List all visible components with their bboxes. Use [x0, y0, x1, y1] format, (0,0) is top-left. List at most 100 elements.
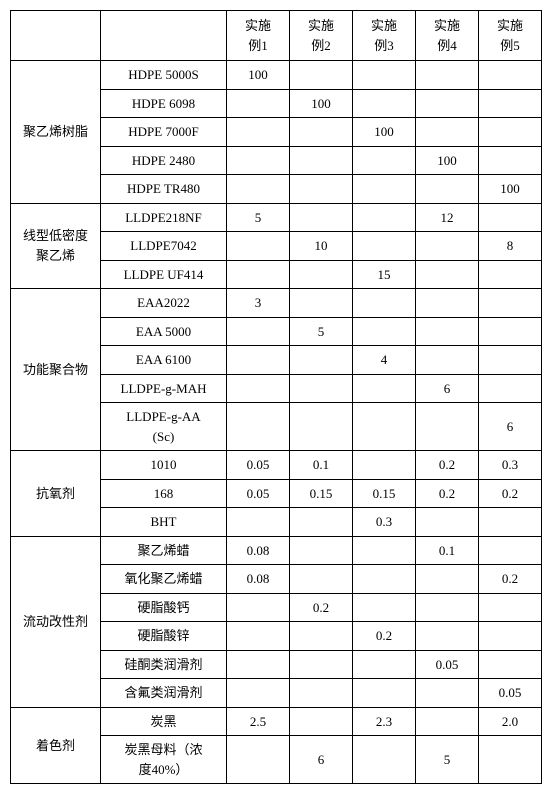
value-cell	[416, 679, 479, 708]
value-cell	[353, 232, 416, 261]
value-cell	[416, 260, 479, 289]
value-cell: 0.05	[227, 451, 290, 480]
header-blank-1	[11, 11, 101, 61]
value-cell	[290, 203, 353, 232]
value-cell: 0.15	[290, 479, 353, 508]
value-cell	[353, 203, 416, 232]
value-cell	[416, 61, 479, 90]
value-cell: 0.2	[416, 451, 479, 480]
value-cell	[353, 146, 416, 175]
value-cell: 3	[227, 289, 290, 318]
value-cell	[353, 89, 416, 118]
value-cell	[353, 679, 416, 708]
value-cell: 0.08	[227, 536, 290, 565]
value-cell	[290, 289, 353, 318]
value-cell	[227, 260, 290, 289]
value-cell	[227, 593, 290, 622]
value-cell	[227, 146, 290, 175]
header-blank-2	[101, 11, 227, 61]
value-cell	[416, 232, 479, 261]
value-cell	[479, 61, 542, 90]
value-cell: 0.2	[479, 565, 542, 594]
value-cell	[416, 89, 479, 118]
value-cell	[416, 317, 479, 346]
value-cell	[353, 593, 416, 622]
material-cell: EAA2022	[101, 289, 227, 318]
value-cell: 0.2	[353, 622, 416, 651]
value-cell	[290, 118, 353, 147]
value-cell	[227, 346, 290, 375]
value-cell	[290, 650, 353, 679]
value-cell: 4	[353, 346, 416, 375]
value-cell	[353, 317, 416, 346]
material-cell: 1010	[101, 451, 227, 480]
value-cell	[227, 317, 290, 346]
table-row: 功能聚合物EAA20223	[11, 289, 542, 318]
material-cell: 硅酮类润滑剂	[101, 650, 227, 679]
value-cell	[227, 508, 290, 537]
material-cell: BHT	[101, 508, 227, 537]
value-cell	[290, 260, 353, 289]
value-cell	[479, 736, 542, 784]
value-cell	[479, 118, 542, 147]
value-cell: 100	[353, 118, 416, 147]
value-cell	[353, 536, 416, 565]
value-cell	[479, 622, 542, 651]
value-cell	[479, 317, 542, 346]
value-cell	[353, 61, 416, 90]
value-cell	[479, 289, 542, 318]
material-cell: LLDPE-g-MAH	[101, 374, 227, 403]
value-cell	[479, 89, 542, 118]
value-cell	[353, 289, 416, 318]
material-cell: 炭黑	[101, 707, 227, 736]
category-cell: 线型低密度聚乙烯	[11, 203, 101, 289]
table-row: 线型低密度聚乙烯LLDPE218NF512	[11, 203, 542, 232]
value-cell	[416, 622, 479, 651]
category-cell: 流动改性剂	[11, 536, 101, 707]
value-cell	[416, 593, 479, 622]
category-cell: 功能聚合物	[11, 289, 101, 451]
value-cell	[479, 650, 542, 679]
column-header: 实施例2	[290, 11, 353, 61]
material-cell: EAA 6100	[101, 346, 227, 375]
value-cell: 5	[416, 736, 479, 784]
value-cell: 10	[290, 232, 353, 261]
value-cell: 0.2	[479, 479, 542, 508]
value-cell	[479, 508, 542, 537]
value-cell	[227, 374, 290, 403]
value-cell	[227, 232, 290, 261]
value-cell	[416, 118, 479, 147]
value-cell	[353, 374, 416, 403]
value-cell: 8	[479, 232, 542, 261]
column-header: 实施例3	[353, 11, 416, 61]
table-row: 着色剂炭黑2.52.32.0	[11, 707, 542, 736]
value-cell: 0.05	[479, 679, 542, 708]
value-cell	[353, 565, 416, 594]
value-cell	[353, 175, 416, 204]
category-cell: 聚乙烯树脂	[11, 61, 101, 204]
value-cell	[479, 203, 542, 232]
value-cell: 2.0	[479, 707, 542, 736]
material-cell: HDPE 7000F	[101, 118, 227, 147]
category-cell: 抗氧剂	[11, 451, 101, 537]
value-cell	[416, 289, 479, 318]
value-cell: 2.5	[227, 707, 290, 736]
value-cell	[416, 565, 479, 594]
value-cell: 0.15	[353, 479, 416, 508]
material-cell: 聚乙烯蜡	[101, 536, 227, 565]
value-cell: 15	[353, 260, 416, 289]
value-cell: 6	[479, 403, 542, 451]
material-cell: LLDPE218NF	[101, 203, 227, 232]
material-cell: 炭黑母料（浓度40%）	[101, 736, 227, 784]
material-cell: LLDPE-g-AA(Sc)	[101, 403, 227, 451]
value-cell: 6	[290, 736, 353, 784]
material-cell: 168	[101, 479, 227, 508]
value-cell	[479, 536, 542, 565]
value-cell: 0.3	[353, 508, 416, 537]
column-header: 实施例5	[479, 11, 542, 61]
value-cell	[479, 346, 542, 375]
value-cell	[353, 736, 416, 784]
value-cell	[227, 650, 290, 679]
table-row: 流动改性剂聚乙烯蜡0.080.1	[11, 536, 542, 565]
column-header: 实施例4	[416, 11, 479, 61]
